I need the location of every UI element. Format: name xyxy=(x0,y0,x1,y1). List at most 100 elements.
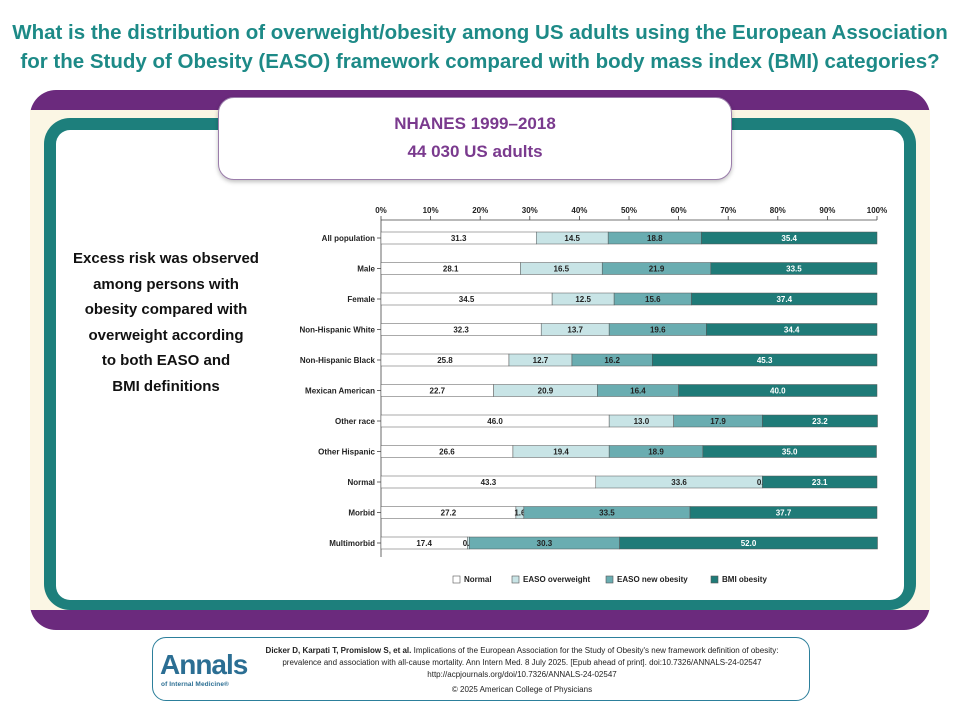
x-tick-label: 0% xyxy=(375,206,387,215)
category-label: Non-Hispanic Black xyxy=(300,356,376,365)
data-label: 35.0 xyxy=(782,448,798,457)
key-message-line: to both EASO and xyxy=(101,352,231,369)
category-label: Multimorbid xyxy=(329,539,375,548)
x-tick-label: 10% xyxy=(423,206,439,215)
category-label: Morbid xyxy=(348,509,375,518)
legend-swatch xyxy=(605,575,614,584)
category-label: Other Hispanic xyxy=(318,448,375,457)
copyright: © 2025 American College of Physicians xyxy=(451,685,593,694)
data-label: 37.4 xyxy=(776,295,792,304)
x-tick-label: 90% xyxy=(819,206,835,215)
data-label: 15.6 xyxy=(645,295,661,304)
stacked-bar-chart: 0% 10% 20% 30% 40% 50% 60% 70% 80% 90% 100% All pop… xyxy=(299,206,887,584)
data-label: 17.4 xyxy=(416,539,432,548)
data-label: 33.5 xyxy=(786,265,802,274)
data-label: 34.4 xyxy=(784,326,800,335)
data-label: 16.4 xyxy=(630,387,646,396)
title-line-1: What is the distribution of overweight/o… xyxy=(12,21,948,44)
legend-swatch xyxy=(452,575,461,584)
data-label: 27.2 xyxy=(441,509,457,518)
key-message-line: among persons with xyxy=(93,275,239,293)
data-label: 19.6 xyxy=(650,326,666,335)
legend-label: BMI obesity xyxy=(722,575,767,584)
title-line-2: for the Study of Obesity (EASO) framewor… xyxy=(20,50,940,73)
x-tick-label: 20% xyxy=(472,206,488,215)
data-label: 30.3 xyxy=(537,539,553,548)
data-label: 18.8 xyxy=(647,234,663,243)
key-message-line: Excess risk was observed xyxy=(73,250,259,267)
key-message-line: overweight according xyxy=(88,326,244,344)
category-label: Normal xyxy=(347,478,375,487)
bar-segment xyxy=(710,262,878,275)
bar-segment xyxy=(706,323,878,336)
data-label: 22.7 xyxy=(430,387,446,396)
x-tick-label: 80% xyxy=(770,206,786,215)
citation-url[interactable]: http://acpjournals.org/doi/10.7326/ANNAL… xyxy=(427,670,617,679)
bar-segment xyxy=(652,353,878,367)
key-message-line: BMI definitions xyxy=(112,377,220,395)
legend-swatch xyxy=(710,575,719,584)
data-label: 18.9 xyxy=(648,448,664,457)
data-label: 35.4 xyxy=(781,234,797,243)
data-label: 13.7 xyxy=(567,326,583,335)
legend-label: Normal xyxy=(464,575,492,584)
data-label: 17.9 xyxy=(710,417,726,426)
category-label: Male xyxy=(357,265,375,274)
data-label: 16.5 xyxy=(554,265,570,274)
data-label: 20.9 xyxy=(538,387,554,396)
bar-segment xyxy=(762,475,878,489)
data-label: 12.7 xyxy=(533,356,549,365)
data-label: 23.2 xyxy=(812,417,828,426)
study-info-box: NHANES 1999–2018 44 030 US adults xyxy=(218,97,732,180)
data-label: 19.4 xyxy=(553,448,569,457)
category-label: Non-Hispanic White xyxy=(299,326,375,335)
bar-segment xyxy=(678,384,878,397)
bar-segment xyxy=(702,445,877,458)
key-message-line: obesity compared with xyxy=(84,301,248,318)
x-tick-label: 50% xyxy=(621,206,637,215)
page-title: What is the distribution of overweight/o… xyxy=(10,18,950,76)
study-name: NHANES 1999–2018 xyxy=(394,114,556,133)
data-label: 25.8 xyxy=(437,356,453,365)
data-label: 40.0 xyxy=(770,387,786,396)
data-label: 0.4 xyxy=(463,539,475,548)
data-label: 33.5 xyxy=(599,509,615,518)
bar-segment xyxy=(619,536,878,550)
category-label: Mexican American xyxy=(305,387,375,396)
legend-swatch xyxy=(511,575,520,584)
bar-segment xyxy=(701,231,878,245)
data-label: 43.3 xyxy=(481,478,497,487)
data-label: 33.6 xyxy=(671,478,687,487)
x-tick-label: 40% xyxy=(571,206,587,215)
citation-title: Implications of the European Association… xyxy=(411,646,779,655)
data-label: 31.3 xyxy=(451,234,467,243)
data-label: 12.5 xyxy=(575,295,591,304)
data-label: 26.6 xyxy=(439,448,455,457)
data-label: 34.5 xyxy=(459,295,475,304)
data-label: 32.3 xyxy=(453,326,469,335)
data-label: 13.0 xyxy=(634,417,650,426)
data-label: 16.2 xyxy=(604,356,620,365)
citation-authors: Dicker D, Karpati T, Promislow S, et al. xyxy=(265,646,412,655)
data-label: 1.6 xyxy=(514,509,526,518)
study-population: 44 030 US adults xyxy=(407,142,543,161)
annals-logo: Annals xyxy=(160,649,248,680)
legend-label: EASO new obesity xyxy=(617,575,688,584)
annals-logo-subtitle: of Internal Medicine® xyxy=(161,681,229,688)
data-label: 52.0 xyxy=(741,539,757,548)
data-label: 21.9 xyxy=(649,265,665,274)
x-tick-label: 70% xyxy=(720,206,736,215)
bar-segment xyxy=(691,292,878,306)
data-label: 37.7 xyxy=(776,509,792,518)
key-message: Excess risk was observed among persons w… xyxy=(60,246,272,399)
category-label: Female xyxy=(347,295,375,304)
citation-footer xyxy=(152,637,810,701)
category-label: All population xyxy=(322,234,375,243)
data-label: 28.1 xyxy=(443,265,459,274)
x-tick-label: 30% xyxy=(522,206,538,215)
legend-label: EASO overweight xyxy=(523,575,590,584)
data-label: 14.5 xyxy=(564,234,580,243)
bar-segment xyxy=(689,506,878,519)
data-label: 45.3 xyxy=(757,356,773,365)
x-tick-label: 60% xyxy=(671,206,687,215)
